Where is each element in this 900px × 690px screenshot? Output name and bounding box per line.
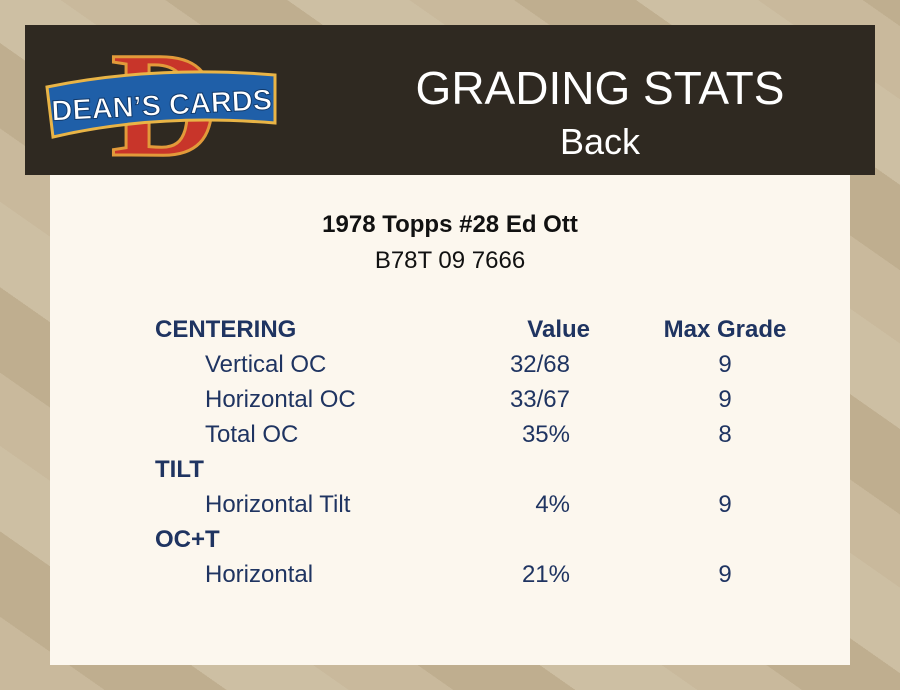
row-value: 32/68 — [509, 351, 570, 378]
panel: 1978 Topps #28 Ed Ott B78T 09 7666 Value… — [50, 175, 850, 665]
row-label: Horizontal Tilt — [205, 491, 351, 518]
row-max-grade: 9 — [718, 386, 732, 413]
row-label: Vertical OC — [205, 351, 327, 378]
logo-ribbon — [45, 70, 277, 139]
row-value: 35% — [521, 421, 570, 448]
title: GRADING STATS — [415, 62, 785, 114]
header: D DEAN’S CARDS GRADING STATS Back — [25, 25, 875, 175]
row-label: Horizontal — [205, 561, 314, 588]
card-name: 1978 Topps #28 Ed Ott — [322, 211, 578, 238]
section-label: TILT — [155, 456, 204, 483]
card-cert: B78T 09 7666 — [374, 247, 526, 274]
row-max-grade: 9 — [718, 491, 732, 518]
row-label: Horizontal OC — [205, 386, 356, 413]
row-max-grade: 8 — [718, 421, 732, 448]
row-value: 33/67 — [509, 386, 570, 413]
section-label: OC+T — [155, 526, 220, 553]
row-value: 4% — [535, 491, 570, 518]
column-header: Value — [527, 316, 590, 343]
column-header: Max Grade — [663, 316, 787, 343]
row-max-grade: 9 — [718, 561, 732, 588]
section-label: CENTERING — [155, 316, 297, 343]
logo: D DEAN’S CARDS — [45, 25, 277, 175]
row-label: Total OC — [205, 421, 299, 448]
row-max-grade: 9 — [718, 351, 732, 378]
row-value: 21% — [521, 561, 570, 588]
subtitle: Back — [559, 121, 641, 162]
